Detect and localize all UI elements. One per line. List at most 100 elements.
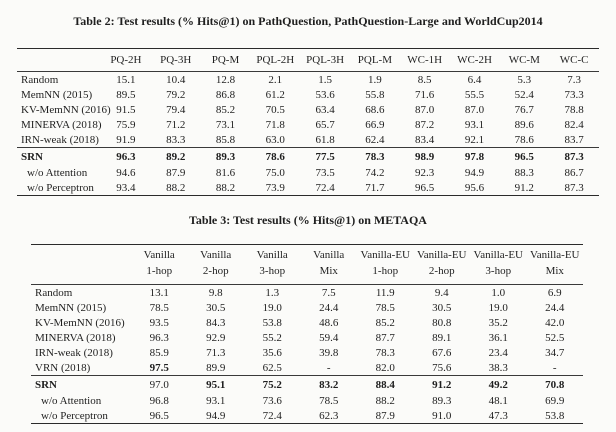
table-row: w/o Perceptron 96.5 94.9 72.4 62.3 87.9 91.0 47… [31, 408, 583, 424]
table3-results: Vanilla 1-hop Vanilla 2-hop Vanilla 3-hop Vani… [31, 244, 583, 424]
cell: 34.7 [545, 346, 565, 359]
cell: 82.4 [564, 118, 584, 131]
row-label: w/o Perceptron [27, 181, 94, 194]
cell: 89.2 [166, 151, 186, 163]
column-header: Vanilla 3-hop [256, 249, 288, 277]
row-label-header [17, 49, 101, 72]
cell: 76.7 [514, 103, 534, 116]
cell: 9.4 [434, 286, 449, 299]
column-header: Vanilla-EU 2-hop [417, 249, 467, 277]
cell: 30.5 [206, 301, 226, 314]
cell: 48.1 [488, 394, 508, 407]
cell: 91.9 [116, 133, 136, 146]
cell: 53.8 [545, 409, 565, 422]
table-row: VRN (2018) 97.5 89.9 62.5 - 82.0 75.6 38.3 - [31, 360, 583, 376]
header-row: Vanilla 1-hop Vanilla 2-hop Vanilla 3-hop Vani… [31, 245, 583, 285]
row-label: IRN-weak (2018) [21, 133, 99, 146]
cell: 1.5 [318, 73, 332, 86]
cell: 73.3 [564, 88, 584, 101]
column-header: WC-C [559, 54, 589, 66]
column-header: Vanilla Mix [313, 249, 345, 277]
row-label: w/o Attention [41, 394, 102, 407]
table-row: Random 15.1 10.4 12.8 2.1 1.5 1.9 8.5 6.4 5.3 7.3 [17, 72, 599, 88]
cell: 8.5 [417, 73, 432, 86]
cell: 83.7 [564, 133, 584, 146]
cell: 75.6 [432, 361, 452, 374]
cell: 70.5 [265, 103, 285, 116]
cell: 88.2 [166, 181, 186, 194]
table3-body: Random 13.1 9.8 1.3 7.5 11.9 9.4 1.0 6.9 MemNN (2… [31, 285, 583, 424]
cell: 92.3 [415, 166, 435, 179]
cell: 78.6 [514, 133, 534, 146]
cell: 55.8 [365, 88, 385, 101]
table-row: w/o Perceptron 93.4 88.2 88.2 73.9 72.4 71.7 96… [17, 180, 599, 196]
cell: 89.5 [116, 88, 136, 101]
table-row: w/o Attention 94.6 87.9 81.6 75.0 73.5 74.2 92.… [17, 165, 599, 180]
cell: 88.2 [215, 181, 236, 194]
cell: 89.3 [215, 151, 236, 163]
cell: 47.3 [488, 409, 508, 422]
cell: 5.3 [517, 73, 532, 86]
table-row: MINERVA (2018) 75.9 71.2 73.1 71.8 65.7 66.9 87… [17, 117, 599, 132]
column-header: Vanilla 1-hop [143, 249, 175, 277]
table3-caption: Table 3: Test results (% Hits@1) on META… [189, 213, 427, 227]
cell: 78.5 [319, 394, 339, 407]
column-header: PQL-M [357, 54, 392, 66]
column-header: PQL-3H [306, 54, 345, 66]
row-label: MemNN (2015) [21, 88, 93, 101]
cell: 19.0 [488, 301, 508, 314]
cell: 82.0 [375, 361, 395, 374]
cell: 93.4 [116, 181, 136, 194]
cell: 89.6 [514, 118, 534, 131]
cell: 59.4 [319, 331, 339, 344]
cell: 83.3 [166, 133, 186, 146]
column-header: WC-2H [457, 54, 492, 66]
cell: 78.5 [149, 301, 169, 314]
cell: 73.6 [262, 394, 282, 407]
column-header: Vanilla 2-hop [200, 249, 232, 277]
cell: 87.7 [375, 331, 395, 344]
cell: 83.4 [415, 133, 435, 146]
row-label: MINERVA (2018) [35, 331, 116, 344]
row-label: w/o Perceptron [41, 409, 108, 422]
column-header: PQ-M [211, 54, 240, 66]
table-row: IRN-weak (2018) 91.9 83.3 85.8 63.0 61.8 62.4 8… [17, 132, 599, 148]
cell: 75.0 [265, 166, 285, 179]
column-header: Vanilla-EU 3-hop [473, 249, 523, 277]
cell: 11.9 [375, 286, 395, 299]
row-label: IRN-weak (2018) [35, 346, 113, 359]
cell: 89.3 [432, 394, 452, 407]
cell: 75.2 [262, 379, 282, 391]
cell: - [326, 361, 331, 374]
cell: 66.9 [365, 118, 385, 131]
table-row: MINERVA (2018) 96.3 92.9 55.2 59.4 87.7 89.1 36… [31, 330, 583, 345]
cell: 13.1 [149, 286, 169, 299]
cell: 65.7 [315, 118, 335, 131]
cell: 24.4 [319, 301, 339, 314]
cell: 67.6 [432, 346, 452, 359]
cell: 79.2 [166, 88, 186, 101]
row-label: MINERVA (2018) [21, 118, 102, 131]
cell: 91.2 [432, 379, 452, 391]
column-header: PQL-2H [256, 54, 295, 66]
cell: 72.4 [262, 409, 282, 422]
cell: 78.3 [365, 151, 385, 163]
cell: 63.0 [265, 133, 285, 146]
column-header: WC-1H [407, 54, 443, 66]
table-row: KV-MemNN (2016) 91.5 79.4 85.2 70.5 63.4 68.6 8… [17, 102, 599, 117]
table-row: MemNN (2015) 89.5 79.2 86.8 61.2 53.6 55.8 71.6… [17, 87, 599, 102]
cell: 35.6 [262, 346, 282, 359]
cell: 78.8 [564, 103, 584, 116]
column-header: PQ-3H [160, 54, 192, 66]
cell: 87.3 [564, 181, 584, 194]
cell: 85.2 [375, 316, 395, 329]
cell: 12.8 [215, 73, 236, 86]
table-row: IRN-weak (2018) 85.9 71.3 35.6 39.8 78.3 67.6 2… [31, 345, 583, 360]
cell: 71.8 [265, 118, 285, 131]
cell: 97.8 [464, 151, 485, 163]
table3-header: Vanilla 1-hop Vanilla 2-hop Vanilla 3-hop Vani… [31, 245, 583, 285]
table-row: KV-MemNN (2016) 93.5 84.3 53.8 48.6 85.2 80.8 3… [31, 315, 583, 330]
row-label: MemNN (2015) [35, 301, 107, 314]
cell: 55.5 [464, 88, 485, 101]
cell: 55.2 [262, 331, 282, 344]
